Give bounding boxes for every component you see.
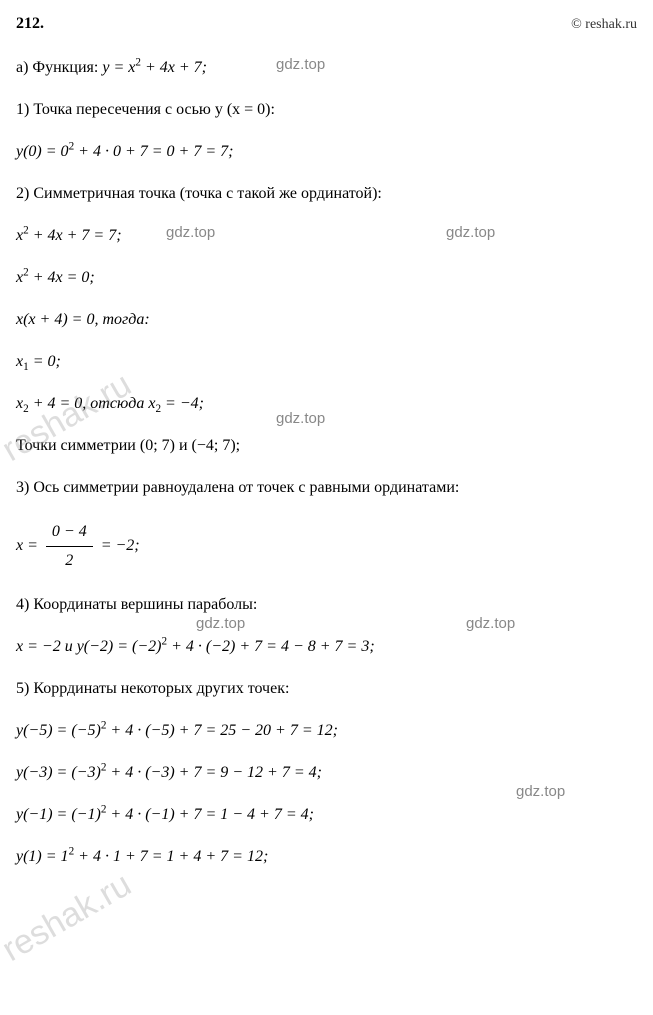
watermark-gdz: gdz.top [276, 408, 325, 431]
math: y(−1) = (−1)2 + 4 · (−1) + 7 = 1 − 4 + 7… [16, 806, 314, 823]
text: 3) Ось симметрии равноудалена от точек с… [16, 479, 459, 496]
step-2-x2: x2 + 4 = 0, отсюда x2 = −4; gdz.top [16, 392, 637, 416]
math-part: + 4 · (−5) + 7 = 25 − 20 + 7 = 12; [106, 722, 338, 739]
text: а) Функция: [16, 59, 102, 76]
math-part: + 4 · 1 + 7 = 1 + 4 + 7 = 12; [74, 848, 268, 865]
math-part: x = −2 и y(−2) = (−2) [16, 638, 162, 655]
math-part: y(−1) = (−1) [16, 806, 101, 823]
math: x = −2 и y(−2) = (−2)2 + 4 · (−2) + 7 = … [16, 638, 375, 655]
math: x(x + 4) = 0, тогда: [16, 311, 150, 328]
math: x2 + 4x = 0; [16, 269, 95, 286]
math: x2 + 4 = 0, отсюда x2 = −4; [16, 395, 204, 412]
step-1-calc: y(0) = 02 + 4 · 0 + 7 = 0 + 7 = 7; [16, 140, 637, 164]
math: y(0) = 02 + 4 · 0 + 7 = 0 + 7 = 7; [16, 143, 233, 160]
math: x = 0 − 42 = −2; [16, 537, 140, 554]
step-2-title: 2) Симметричная точка (точка с такой же … [16, 182, 637, 206]
copyright: © reshak.ru [571, 14, 637, 35]
step-5-y-minus-5: y(−5) = (−5)2 + 4 · (−5) + 7 = 25 − 20 +… [16, 719, 637, 743]
math-part: = 0; [29, 353, 61, 370]
step-5-title: 5) Коррдинаты некоторых других точек: [16, 677, 637, 701]
step-5-y-minus-3: y(−3) = (−3)2 + 4 · (−3) + 7 = 9 − 12 + … [16, 761, 637, 785]
math-part: + 4 · (−1) + 7 = 1 − 4 + 7 = 4; [106, 806, 314, 823]
text: Точки симметрии (0; 7) и (−4; 7); [16, 437, 240, 454]
watermark-gdz: gdz.top [166, 222, 215, 245]
fraction-numerator: 0 − 4 [46, 520, 93, 547]
step-4-title: 4) Координаты вершины параболы: gdz.top … [16, 593, 637, 617]
math: y(1) = 12 + 4 · 1 + 7 = 1 + 4 + 7 = 12; [16, 848, 268, 865]
math-part: + 4 · 0 + 7 = 0 + 7 = 7; [74, 143, 233, 160]
math-part: y(−3) = (−3) [16, 764, 101, 781]
math: x2 + 4x + 7 = 7; [16, 227, 122, 244]
text: 2) Симметричная точка (точка с такой же … [16, 185, 382, 202]
step-5-y-minus-1: y(−1) = (−1)2 + 4 · (−1) + 7 = 1 − 4 + 7… [16, 803, 637, 827]
math-part: + 4x = 0; [29, 269, 95, 286]
math-part: + 4 = 0, отсюда x [29, 395, 156, 412]
math: y = x2 + 4x + 7; [102, 59, 207, 76]
step-2-x1: x1 = 0; [16, 350, 637, 374]
step-2-eq1: x2 + 4x + 7 = 7; gdz.top gdz.top [16, 224, 637, 248]
watermark-diagonal: reshak.ru [0, 860, 141, 975]
math: x1 = 0; [16, 353, 61, 370]
math-part: y(1) = 1 [16, 848, 69, 865]
text: 5) Коррдинаты некоторых других точек: [16, 680, 289, 697]
math-part: = −4; [161, 395, 204, 412]
header-row: 212. © reshak.ru [16, 12, 637, 36]
document-body: 212. © reshak.ru reshak.ru reshak.ru а) … [16, 12, 637, 869]
step-5-y-plus-1: y(1) = 12 + 4 · 1 + 7 = 1 + 4 + 7 = 12; [16, 845, 637, 869]
step-2-points: Точки симметрии (0; 7) и (−4; 7); [16, 434, 637, 458]
step-4-calc: x = −2 и y(−2) = (−2)2 + 4 · (−2) + 7 = … [16, 635, 637, 659]
watermark-gdz: gdz.top [196, 613, 245, 636]
math: y(−3) = (−3)2 + 4 · (−3) + 7 = 9 − 12 + … [16, 764, 322, 781]
math-part: + 4 · (−2) + 7 = 4 − 8 + 7 = 3; [167, 638, 375, 655]
text: 4) Координаты вершины параболы: [16, 596, 257, 613]
fraction-denominator: 2 [46, 547, 93, 573]
step-1-title: 1) Точка пересечения с осью y (x = 0): [16, 98, 637, 122]
math-part: y(−5) = (−5) [16, 722, 101, 739]
math-part: x = [16, 537, 42, 554]
math-part: + 4x + 7 = 7; [29, 227, 122, 244]
step-3-calc: x = 0 − 42 = −2; [16, 520, 637, 573]
math: y(−5) = (−5)2 + 4 · (−5) + 7 = 25 − 20 +… [16, 722, 338, 739]
text: 1) Точка пересечения с осью y (x = 0): [16, 101, 275, 118]
watermark-gdz: gdz.top [446, 222, 495, 245]
math-part: + 4 · (−3) + 7 = 9 − 12 + 7 = 4; [106, 764, 322, 781]
math-part: = −2; [97, 537, 140, 554]
step-2-eq3: x(x + 4) = 0, тогда: [16, 308, 637, 332]
step-2-eq2: x2 + 4x = 0; [16, 266, 637, 290]
step-3-title: 3) Ось симметрии равноудалена от точек с… [16, 476, 637, 500]
function-definition: а) Функция: y = x2 + 4x + 7; gdz.top [16, 56, 637, 80]
watermark-gdz: gdz.top [466, 613, 515, 636]
problem-number: 212. [16, 12, 44, 36]
math-part: + 4x + 7; [141, 59, 207, 76]
math-part: y(0) = 0 [16, 143, 69, 160]
math-part: y = x [102, 59, 135, 76]
watermark-gdz: gdz.top [516, 781, 565, 804]
fraction: 0 − 42 [46, 520, 93, 573]
watermark-gdz: gdz.top [276, 54, 325, 77]
